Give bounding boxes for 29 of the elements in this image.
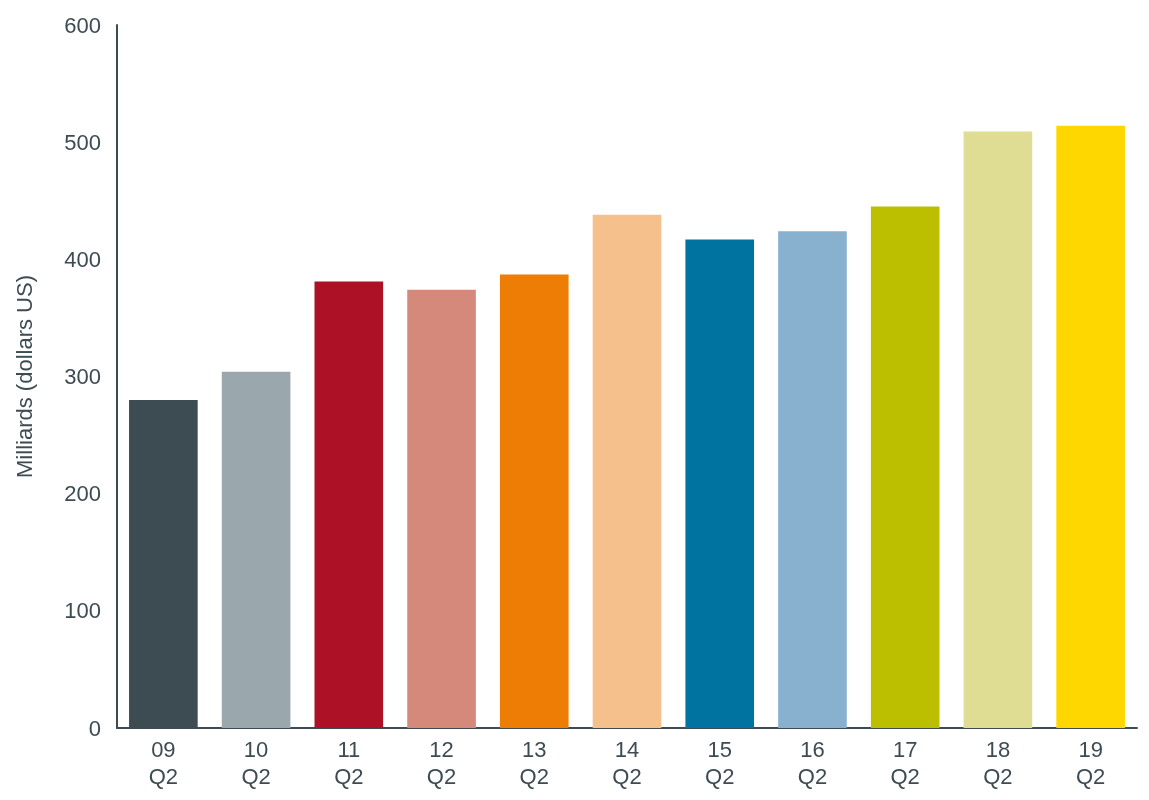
x-tick-label: 16 Q2 [797,737,828,789]
x-tick-label: 11 Q2 [334,737,364,789]
x-tick-label: 17 Q2 [890,737,920,789]
bar [1056,125,1125,728]
x-tick-label: 19 Q2 [1075,737,1106,789]
bar [314,281,384,728]
x-tick-label: 15 Q2 [705,737,735,789]
bar [407,289,476,728]
y-tick-label: 600 [64,12,101,38]
x-tick-label: 14 Q2 [612,737,642,789]
bar [592,214,662,728]
y-tick-label: 200 [64,481,101,507]
bar [870,206,940,728]
bar [963,131,1033,728]
y-tick-label: 400 [64,246,101,272]
x-tick-label: 10 Q2 [241,737,271,789]
bar [778,231,847,728]
y-tick-label: 0 [88,715,101,741]
bar [221,371,291,728]
y-tick-label: 500 [64,129,101,155]
x-tick-label: 12 Q2 [426,737,457,789]
y-tick-label: 300 [64,364,101,389]
y-tick-label: 100 [64,598,101,624]
bar [499,274,569,728]
x-tick-label: 18 Q2 [983,737,1013,789]
y-axis-title: Milliards (dollars US) [11,275,37,478]
x-tick-label: 13 Q2 [519,737,549,789]
bar [685,239,755,728]
x-tick-label: 09 Q2 [148,737,179,789]
